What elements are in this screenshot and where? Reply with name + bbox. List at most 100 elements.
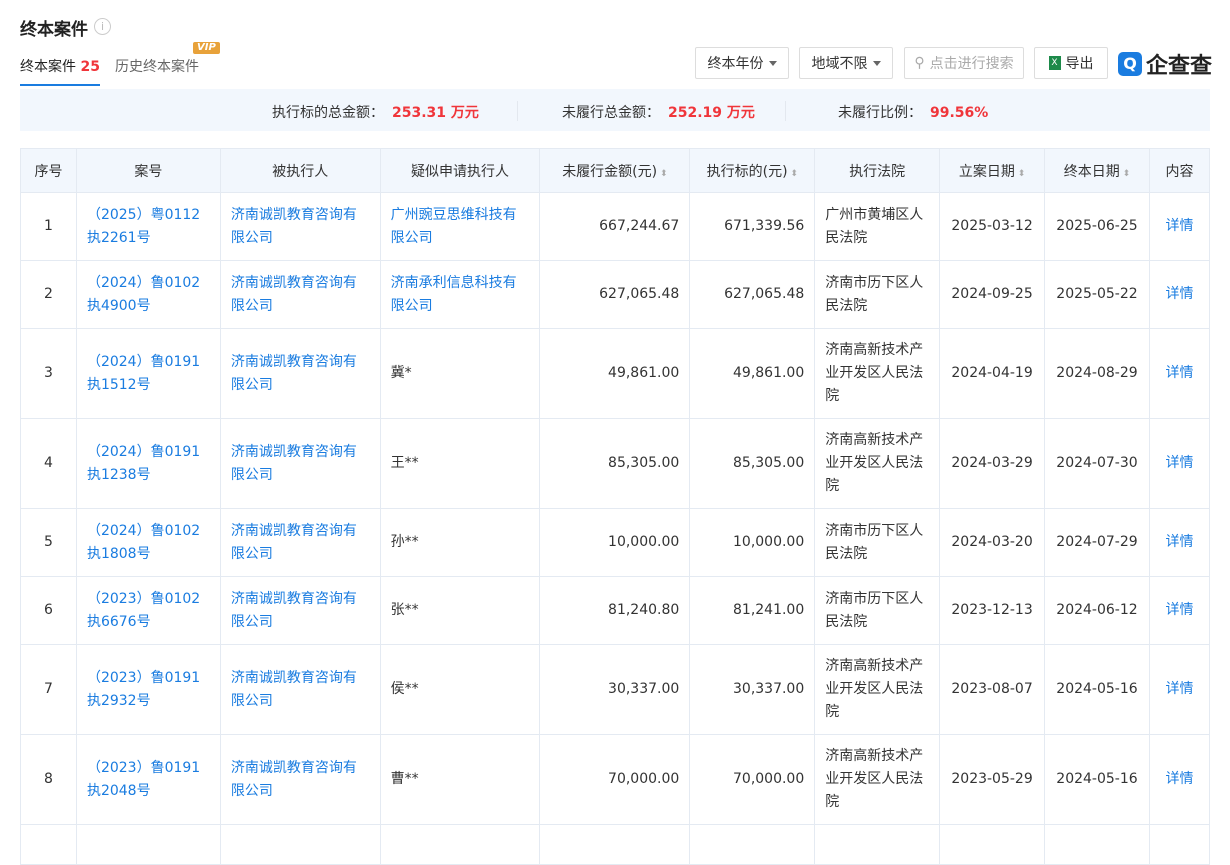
cell: 济南诚凯教育咨询有限公司 <box>219 192 381 261</box>
cell: 81,241.00 <box>689 576 816 645</box>
cell: 详情 <box>1148 418 1211 509</box>
tab-history-cases[interactable]: 历史终本案件 <box>115 59 199 75</box>
table-row: 7 （2023）鲁0191执2932号 济南诚凯教育咨询有限公司 侯** 30,337.… <box>20 644 1211 735</box>
cell-case-link[interactable]: （2024）鲁0102执1808号 <box>86 522 201 562</box>
cell-case-link[interactable]: （2024）鲁0191执1512号 <box>86 353 201 393</box>
cell-no: 3 <box>44 365 53 381</box>
export-button[interactable]: X 导出 <box>1034 47 1108 79</box>
cell: 济南诚凯教育咨询有限公司 <box>219 418 381 509</box>
column-header-label: 序号 <box>34 163 63 180</box>
sort-icon[interactable]: ⬍ <box>787 168 798 179</box>
cell: 济南诚凯教育咨询有限公司 <box>219 508 381 577</box>
cell: 30,337.00 <box>689 644 816 735</box>
region-filter-dropdown[interactable]: 地域不限 <box>799 47 893 79</box>
search-input[interactable]: ⚲ 点击进行搜索 <box>904 47 1024 79</box>
cell-filed: 2024-03-29 <box>951 455 1033 471</box>
cell: 2023-08-07 <box>939 644 1046 735</box>
page-title: 终本案件 <box>20 20 88 40</box>
cell-applicant: 孙** <box>390 534 419 550</box>
cell: 70,000.00 <box>539 734 691 825</box>
unpaid-label: 未履行总金额： <box>562 105 660 121</box>
cell-filed: 2025-03-12 <box>951 218 1033 234</box>
cell-debtor-link[interactable]: 济南诚凯教育咨询有限公司 <box>230 443 357 483</box>
cell-unpaid: 49,861.00 <box>608 365 680 381</box>
column-header-label: 被执行人 <box>272 163 329 180</box>
year-filter-dropdown[interactable]: 终本年份 <box>695 47 789 79</box>
cell: 济南承利信息科技有限公司 <box>379 260 541 329</box>
cell-debtor-link[interactable]: 济南诚凯教育咨询有限公司 <box>230 206 357 246</box>
cell-no: 5 <box>44 534 53 550</box>
search-placeholder: 点击进行搜索 <box>929 56 1014 72</box>
cell: 侯** <box>379 644 541 735</box>
cell-unpaid: 85,305.00 <box>608 455 680 471</box>
cell-applicant: 侯** <box>390 681 419 697</box>
cell: 1 <box>20 192 77 261</box>
total-label: 执行标的总金额： <box>272 105 384 121</box>
cell-case-link[interactable]: （2024）鲁0102执4900号 <box>86 274 201 314</box>
cell-debtor-link[interactable]: 济南诚凯教育咨询有限公司 <box>230 522 357 562</box>
cell-detail-link[interactable]: 详情 <box>1165 365 1194 381</box>
cell: （2024）鲁0102执4900号 <box>75 260 221 329</box>
cell-detail-link[interactable]: 详情 <box>1165 602 1194 618</box>
cell-case-link[interactable]: （2025）粤0112执2261号 <box>86 206 201 246</box>
cell <box>539 824 691 865</box>
cell-detail-link[interactable]: 详情 <box>1165 771 1194 787</box>
cell-debtor-link[interactable]: 济南诚凯教育咨询有限公司 <box>230 590 357 630</box>
cell-debtor-link[interactable]: 济南诚凯教育咨询有限公司 <box>230 274 357 314</box>
sort-icon[interactable]: ⬍ <box>1119 168 1131 179</box>
unpaid-value: 252.19 万元 <box>668 105 755 121</box>
cell-applicant-link[interactable]: 广州豌豆思维科技有限公司 <box>390 206 517 246</box>
cell-case-link[interactable]: （2023）鲁0191执2932号 <box>86 669 201 709</box>
logo-text: 企查查 <box>1146 54 1213 79</box>
cell-debtor-link[interactable]: 济南诚凯教育咨询有限公司 <box>230 353 357 393</box>
column-header[interactable]: 立案日期 ⬍ <box>939 148 1046 193</box>
cell: （2025）粤0112执2261号 <box>75 192 221 261</box>
cell: 济南诚凯教育咨询有限公司 <box>219 328 381 419</box>
cell: 5 <box>20 508 77 577</box>
cell-unpaid: 70,000.00 <box>608 771 680 787</box>
cell: 2023-12-13 <box>939 576 1046 645</box>
cell: 2024-03-20 <box>939 508 1046 577</box>
cell: （2024）鲁0191执1512号 <box>75 328 221 419</box>
cell-debtor-link[interactable]: 济南诚凯教育咨询有限公司 <box>230 669 357 709</box>
cell-case-link[interactable]: （2024）鲁0191执1238号 <box>86 443 201 483</box>
ratio-label: 未履行比例： <box>838 105 922 121</box>
sort-icon[interactable]: ⬍ <box>1014 168 1026 179</box>
cell-closed: 2024-05-16 <box>1056 771 1138 787</box>
cell: 广州豌豆思维科技有限公司 <box>379 192 541 261</box>
column-header[interactable]: 未履行金额(元) ⬍ <box>539 148 691 193</box>
cell-case-link[interactable]: （2023）鲁0102执6676号 <box>86 590 201 630</box>
cell <box>20 824 77 865</box>
cell-detail-link[interactable]: 详情 <box>1165 455 1194 471</box>
cell-court: 济南市历下区人民法院 <box>825 522 924 562</box>
table-row: 5 （2024）鲁0102执1808号 济南诚凯教育咨询有限公司 孙** 10,000.… <box>20 508 1211 577</box>
cell-court: 济南高新技术产业开发区人民法院 <box>825 658 924 720</box>
cell-case-link[interactable]: （2023）鲁0191执2048号 <box>86 759 201 799</box>
cell-no: 1 <box>44 218 53 234</box>
cell-closed: 2024-06-12 <box>1056 602 1138 618</box>
cell: 49,861.00 <box>689 328 816 419</box>
cell-applicant-link[interactable]: 济南承利信息科技有限公司 <box>390 274 517 314</box>
cell-court: 济南高新技术产业开发区人民法院 <box>825 432 924 494</box>
cell-no: 7 <box>44 681 53 697</box>
column-header-label: 未履行金额(元) <box>562 163 658 180</box>
excel-icon: X <box>1048 56 1061 70</box>
cell: 2024-09-25 <box>939 260 1046 329</box>
tab-final-cases[interactable]: 终本案件 25 <box>20 56 100 86</box>
cell-detail-link[interactable]: 详情 <box>1165 218 1194 234</box>
cell-target: 85,305.00 <box>733 455 805 471</box>
table-row: 4 （2024）鲁0191执1238号 济南诚凯教育咨询有限公司 王** 85,305.… <box>20 418 1211 509</box>
column-header[interactable]: 终本日期 ⬍ <box>1044 148 1150 193</box>
sort-icon[interactable]: ⬍ <box>657 168 668 179</box>
cell: 张** <box>379 576 541 645</box>
cell-court: 济南高新技术产业开发区人民法院 <box>825 342 924 404</box>
cell-detail-link[interactable]: 详情 <box>1165 534 1194 550</box>
cell-debtor-link[interactable]: 济南诚凯教育咨询有限公司 <box>230 759 357 799</box>
cell <box>1044 824 1150 865</box>
info-icon[interactable]: i <box>94 18 111 35</box>
cell: 2025-05-22 <box>1044 260 1150 329</box>
cell-detail-link[interactable]: 详情 <box>1165 681 1194 697</box>
column-header[interactable]: 执行标的(元) ⬍ <box>689 148 816 193</box>
cell: 2025-06-25 <box>1044 192 1150 261</box>
cell-detail-link[interactable]: 详情 <box>1165 286 1194 302</box>
